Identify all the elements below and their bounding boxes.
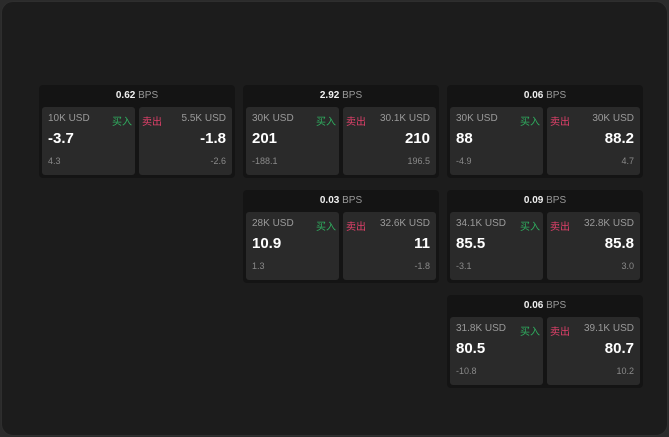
bid-price: 85.5 [456, 235, 486, 252]
spread-header: 0.03 BPS [246, 190, 436, 212]
grid-slot: 0.03 BPS 28K USD 买入 10.9 1.3 卖出 32.6K US… [243, 190, 439, 283]
spread-header: 2.92 BPS [246, 85, 436, 107]
sell-label: 卖出 [550, 327, 570, 338]
sell-button[interactable]: 卖出 32.6K USD 11 -1.8 [343, 212, 436, 280]
bid-quantity: 34.1K USD [456, 218, 507, 229]
sell-label: 卖出 [550, 117, 570, 128]
grid-slot: 0.62 BPS 10K USD 买入 -3.7 4.3 卖出 5.5K USD… [39, 85, 235, 178]
ask-change: -1.8 [414, 261, 430, 271]
spread-header: 0.06 BPS [450, 295, 640, 317]
bid-price: -3.7 [48, 130, 74, 147]
buy-button[interactable]: 28K USD 买入 10.9 1.3 [246, 212, 339, 280]
spread-value: 0.09 [523, 195, 544, 206]
empty-slot [39, 295, 235, 388]
buy-button[interactable]: 30K USD 买入 201 -188.1 [246, 107, 339, 175]
ask-change: 10.2 [616, 366, 634, 376]
spread-value: 2.92 [319, 90, 340, 101]
sell-button[interactable]: 卖出 32.8K USD 85.8 3.0 [547, 212, 640, 280]
bid-quantity: 10K USD [48, 113, 90, 124]
spread-unit: BPS [546, 195, 567, 206]
ask-price: 210 [404, 130, 430, 147]
quote-card: 2.92 BPS 30K USD 买入 201 -188.1 卖出 30.1K … [243, 85, 439, 178]
bid-change: -3.1 [456, 261, 472, 271]
spread-unit: BPS [546, 90, 567, 101]
sell-label: 卖出 [346, 222, 366, 233]
spread-header: 0.62 BPS [42, 85, 232, 107]
empty-slot [243, 295, 439, 388]
bid-change: -10.8 [456, 366, 477, 376]
buy-button[interactable]: 34.1K USD 买入 85.5 -3.1 [450, 212, 543, 280]
bid-price: 88 [456, 130, 473, 147]
ask-change: -2.6 [210, 156, 226, 166]
grid-slot: 0.09 BPS 34.1K USD 买入 85.5 -3.1 卖出 32.8K… [447, 190, 643, 283]
buy-label: 买入 [520, 117, 540, 128]
ask-change: 3.0 [621, 261, 634, 271]
ask-price: -1.8 [200, 130, 226, 147]
ask-price: 80.7 [604, 340, 634, 357]
sell-button[interactable]: 卖出 39.1K USD 80.7 10.2 [547, 317, 640, 385]
bid-price: 201 [252, 130, 278, 147]
quote-card: 0.09 BPS 34.1K USD 买入 85.5 -3.1 卖出 32.8K… [447, 190, 643, 283]
grid-slot: 0.06 BPS 31.8K USD 买入 80.5 -10.8 卖出 39.1… [447, 295, 643, 388]
quote-grid: 0.62 BPS 10K USD 买入 -3.7 4.3 卖出 5.5K USD… [39, 85, 643, 388]
bid-change: -188.1 [252, 156, 278, 166]
grid-slot: 0.06 BPS 30K USD 买入 88 -4.9 卖出 30K USD 8… [447, 85, 643, 178]
sell-label: 卖出 [550, 222, 570, 233]
bid-price: 10.9 [252, 235, 282, 252]
quote-card: 0.06 BPS 31.8K USD 买入 80.5 -10.8 卖出 39.1… [447, 295, 643, 388]
bid-change: 1.3 [252, 261, 265, 271]
ask-quantity: 39.1K USD [583, 323, 634, 334]
sell-button[interactable]: 卖出 30K USD 88.2 4.7 [547, 107, 640, 175]
spread-value: 0.62 [115, 90, 136, 101]
buy-button[interactable]: 30K USD 买入 88 -4.9 [450, 107, 543, 175]
ask-quantity: 30.1K USD [379, 113, 430, 124]
buy-label: 买入 [520, 327, 540, 338]
ask-quantity: 30K USD [592, 113, 634, 124]
bid-price: 80.5 [456, 340, 486, 357]
sell-label: 卖出 [142, 117, 162, 128]
bid-change: -4.9 [456, 156, 472, 166]
sell-button[interactable]: 卖出 30.1K USD 210 196.5 [343, 107, 436, 175]
buy-label: 买入 [316, 117, 336, 128]
quote-card: 0.62 BPS 10K USD 买入 -3.7 4.3 卖出 5.5K USD… [39, 85, 235, 178]
bid-quantity: 28K USD [252, 218, 294, 229]
ask-change: 196.5 [407, 156, 430, 166]
spread-unit: BPS [546, 300, 567, 311]
bid-quantity: 31.8K USD [456, 323, 507, 334]
ask-quantity: 32.8K USD [583, 218, 634, 229]
spread-unit: BPS [342, 195, 363, 206]
bid-quantity: 30K USD [456, 113, 498, 124]
ask-price: 11 [414, 235, 430, 252]
ask-change: 4.7 [621, 156, 634, 166]
ask-quantity: 32.6K USD [379, 218, 430, 229]
bid-change: 4.3 [48, 156, 61, 166]
ask-price: 88.2 [604, 130, 634, 147]
spread-value: 0.06 [523, 90, 544, 101]
quote-card: 0.06 BPS 30K USD 买入 88 -4.9 卖出 30K USD 8… [447, 85, 643, 178]
sell-button[interactable]: 卖出 5.5K USD -1.8 -2.6 [139, 107, 232, 175]
buy-button[interactable]: 10K USD 买入 -3.7 4.3 [42, 107, 135, 175]
buy-label: 买入 [112, 117, 132, 128]
spread-value: 0.06 [523, 300, 544, 311]
spread-value: 0.03 [319, 195, 340, 206]
spread-header: 0.09 BPS [450, 190, 640, 212]
ask-price: 85.8 [604, 235, 634, 252]
sell-label: 卖出 [346, 117, 366, 128]
ask-quantity: 5.5K USD [181, 113, 226, 124]
spread-unit: BPS [138, 90, 159, 101]
buy-label: 买入 [520, 222, 540, 233]
quote-card: 0.03 BPS 28K USD 买入 10.9 1.3 卖出 32.6K US… [243, 190, 439, 283]
bid-quantity: 30K USD [252, 113, 294, 124]
buy-label: 买入 [316, 222, 336, 233]
buy-button[interactable]: 31.8K USD 买入 80.5 -10.8 [450, 317, 543, 385]
empty-slot [39, 190, 235, 283]
grid-slot: 2.92 BPS 30K USD 买入 201 -188.1 卖出 30.1K … [243, 85, 439, 178]
spread-header: 0.06 BPS [450, 85, 640, 107]
spread-unit: BPS [342, 90, 363, 101]
